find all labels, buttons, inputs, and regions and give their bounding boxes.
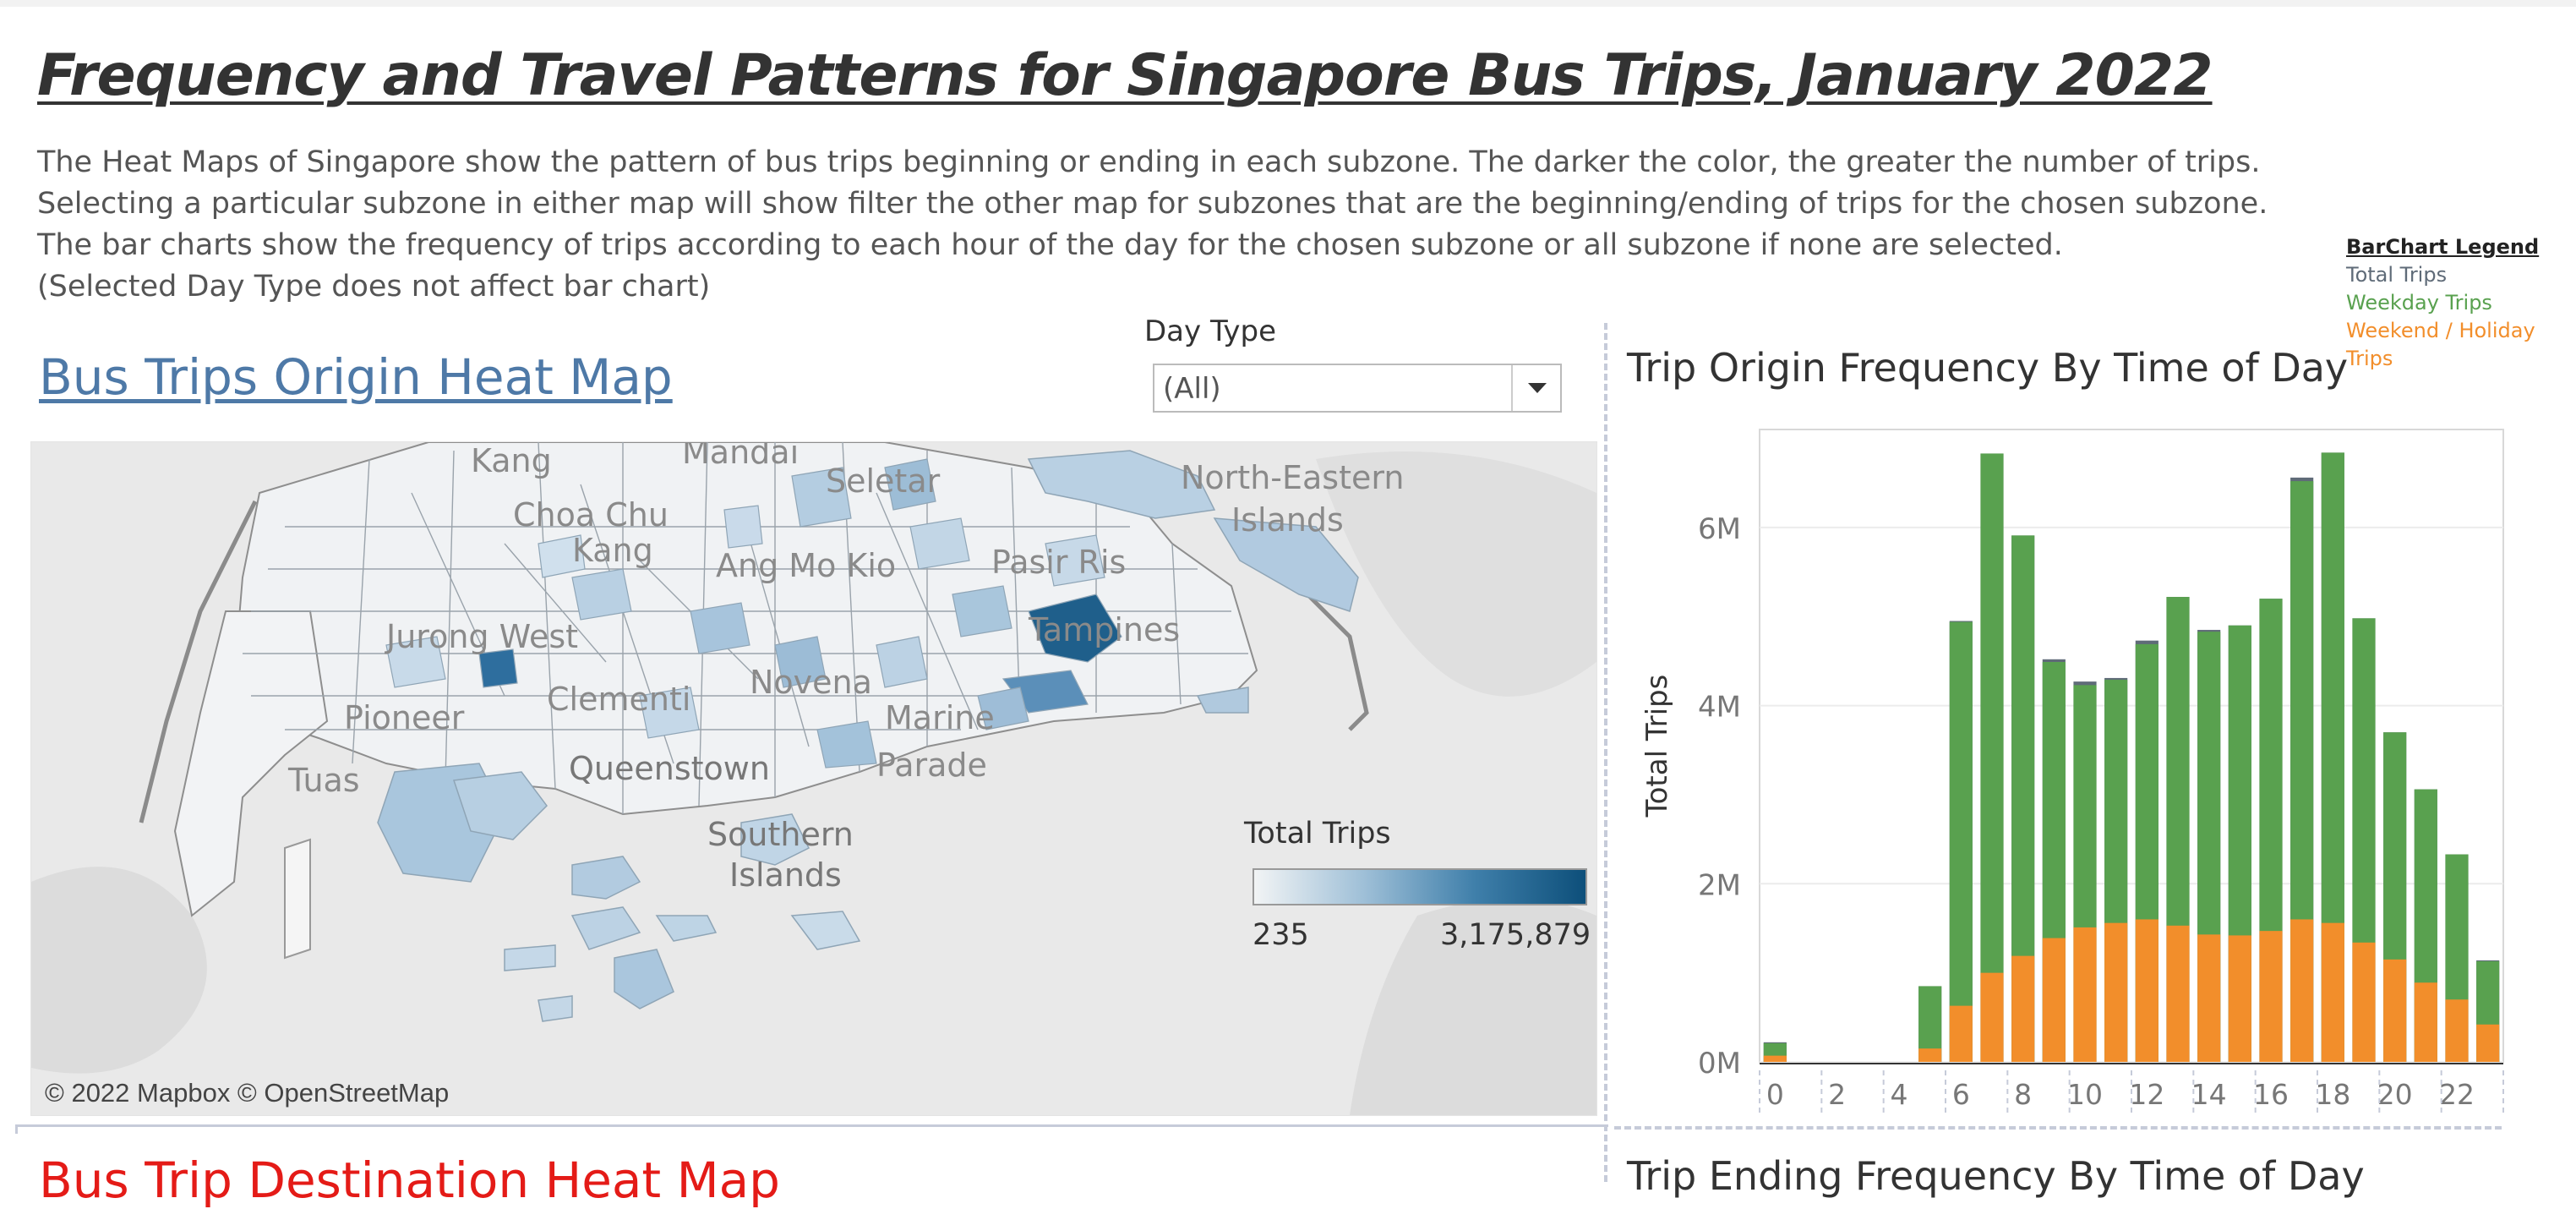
map-label: Tuas (288, 762, 360, 799)
bar-legend-title: BarChart Legend (2346, 235, 2540, 259)
map-label: Marine (885, 699, 995, 736)
horizontal-divider (1614, 1126, 2502, 1130)
map-label: Mandai (682, 441, 800, 471)
map-label: Southern (707, 816, 854, 853)
bar-weekend (2259, 931, 2283, 1062)
bar-weekend (2352, 942, 2376, 1062)
bar-legend-item: Weekday Trips (2346, 291, 2492, 315)
destination-map-title: Bus Trip Destination Heat Map (39, 1152, 780, 1209)
bar-weekend (2383, 959, 2407, 1062)
origin-frequency-bar-chart[interactable]: 0M 2M 4M 6M Total Trips 0 2 4 6 8 10 12 14 16 18 20 22 (1616, 416, 2512, 1126)
bar-legend-item: Trips (2346, 347, 2393, 370)
x-tick-label: 0 (1766, 1078, 1784, 1111)
map-label: Jurong West (386, 618, 579, 655)
description-line: (Selected Day Type does not affect bar c… (37, 270, 711, 304)
bar-weekend (2290, 919, 2314, 1062)
plot-area (1759, 429, 2504, 1063)
map-canvas[interactable] (31, 442, 1596, 1115)
bar-weekend (2104, 922, 2128, 1062)
x-tick-label: 10 (2067, 1078, 2103, 1111)
y-axis-label: Total Trips (1640, 675, 1674, 818)
color-gradient (1253, 868, 1587, 905)
x-tick-label: 8 (2014, 1078, 2032, 1111)
map-label: Pasir Ris (991, 544, 1127, 581)
bar-weekday (1980, 453, 2004, 1062)
x-tick-label: 16 (2253, 1078, 2289, 1111)
origin-heat-map[interactable]: Kang Mandai Seletar Choa Chu Kang Ang Mo… (30, 441, 1597, 1116)
bar-weekend (2135, 919, 2158, 1062)
description: The Heat Maps of Singapore show the patt… (37, 142, 2268, 308)
day-type-label: Day Type (1144, 315, 1277, 348)
y-tick-label: 0M (1698, 1047, 1741, 1080)
map-label: Kang (572, 532, 653, 569)
bar-weekend (2166, 925, 2190, 1062)
bar-weekend (2011, 955, 2035, 1062)
y-tick-label: 2M (1698, 868, 1741, 902)
x-tick-label: 6 (1952, 1078, 1970, 1111)
bar-weekend (2414, 982, 2437, 1062)
map-label: North-Eastern (1181, 459, 1405, 496)
map-label: Kang (471, 442, 552, 479)
map-label: Ang Mo Kio (716, 547, 897, 584)
bar-weekend (2228, 935, 2251, 1062)
y-tick-label: 6M (1698, 512, 1741, 546)
top-strip (0, 0, 2576, 7)
color-legend-min: 235 (1253, 918, 1309, 952)
day-type-dropdown[interactable]: (All) (1153, 364, 1562, 413)
bar-legend-item: Total Trips (2346, 263, 2448, 287)
bar-weekend (1763, 1055, 1787, 1062)
chevron-down-icon[interactable] (1511, 365, 1560, 411)
x-tick-label: 4 (1891, 1078, 1908, 1111)
map-label: Clementi (547, 681, 691, 718)
color-legend-max: 3,175,879 (1440, 918, 1591, 952)
map-label: Tampines (1029, 611, 1181, 648)
bar-weekend (2073, 927, 2097, 1062)
x-tick-label: 12 (2129, 1078, 2164, 1111)
x-tick-label: 2 (1828, 1078, 1846, 1111)
description-line: The Heat Maps of Singapore show the patt… (37, 145, 2261, 179)
vertical-divider (1604, 323, 1607, 1182)
map-label: Seletar (826, 462, 941, 500)
day-type-value: (All) (1163, 372, 1221, 406)
description-line: Selecting a particular subzone in either… (37, 187, 2268, 221)
bar-weekend (2476, 1024, 2500, 1062)
map-label: Islands (729, 856, 842, 894)
map-label: Islands (1231, 501, 1344, 539)
bar-weekend (2445, 999, 2469, 1062)
origin-map-title: Bus Trips Origin Heat Map (39, 348, 673, 406)
map-credit[interactable]: © 2022 Mapbox © OpenStreetMap (45, 1078, 450, 1108)
x-tick-label: 18 (2315, 1078, 2350, 1111)
page-title: Frequency and Travel Patterns for Singap… (37, 42, 2213, 109)
bar-legend-item: Weekend / Holiday (2346, 319, 2535, 342)
bar-weekend (2197, 934, 2221, 1062)
map-label: Novena (750, 664, 872, 701)
bar-weekend (2321, 922, 2344, 1062)
bar-chart-title: Trip Origin Frequency By Time of Day (1627, 345, 2349, 391)
x-tick-label: 20 (2377, 1078, 2413, 1111)
bar-weekend (1918, 1048, 1942, 1062)
bar-weekend (1949, 1005, 1973, 1062)
bar-weekday (1949, 621, 1973, 1062)
bar-chart-legend: BarChart Legend Total Trips Weekday Trip… (2346, 233, 2539, 373)
section-border (15, 1124, 1608, 1134)
bar-weekend (1980, 972, 2004, 1062)
map-label: Parade (876, 747, 987, 784)
bar-weekend (2042, 938, 2066, 1062)
map-label: Queenstown (569, 750, 770, 787)
description-line: The bar charts show the frequency of tri… (37, 228, 2063, 262)
color-legend-title: Total Trips (1244, 817, 1391, 851)
x-tick-label: 22 (2439, 1078, 2475, 1111)
map-label: Choa Chu (513, 496, 669, 533)
ending-bar-chart-title: Trip Ending Frequency By Time of Day (1627, 1153, 2365, 1199)
x-tick-label: 14 (2191, 1078, 2227, 1111)
y-tick-label: 4M (1698, 691, 1741, 725)
map-label: Pioneer (344, 699, 465, 736)
